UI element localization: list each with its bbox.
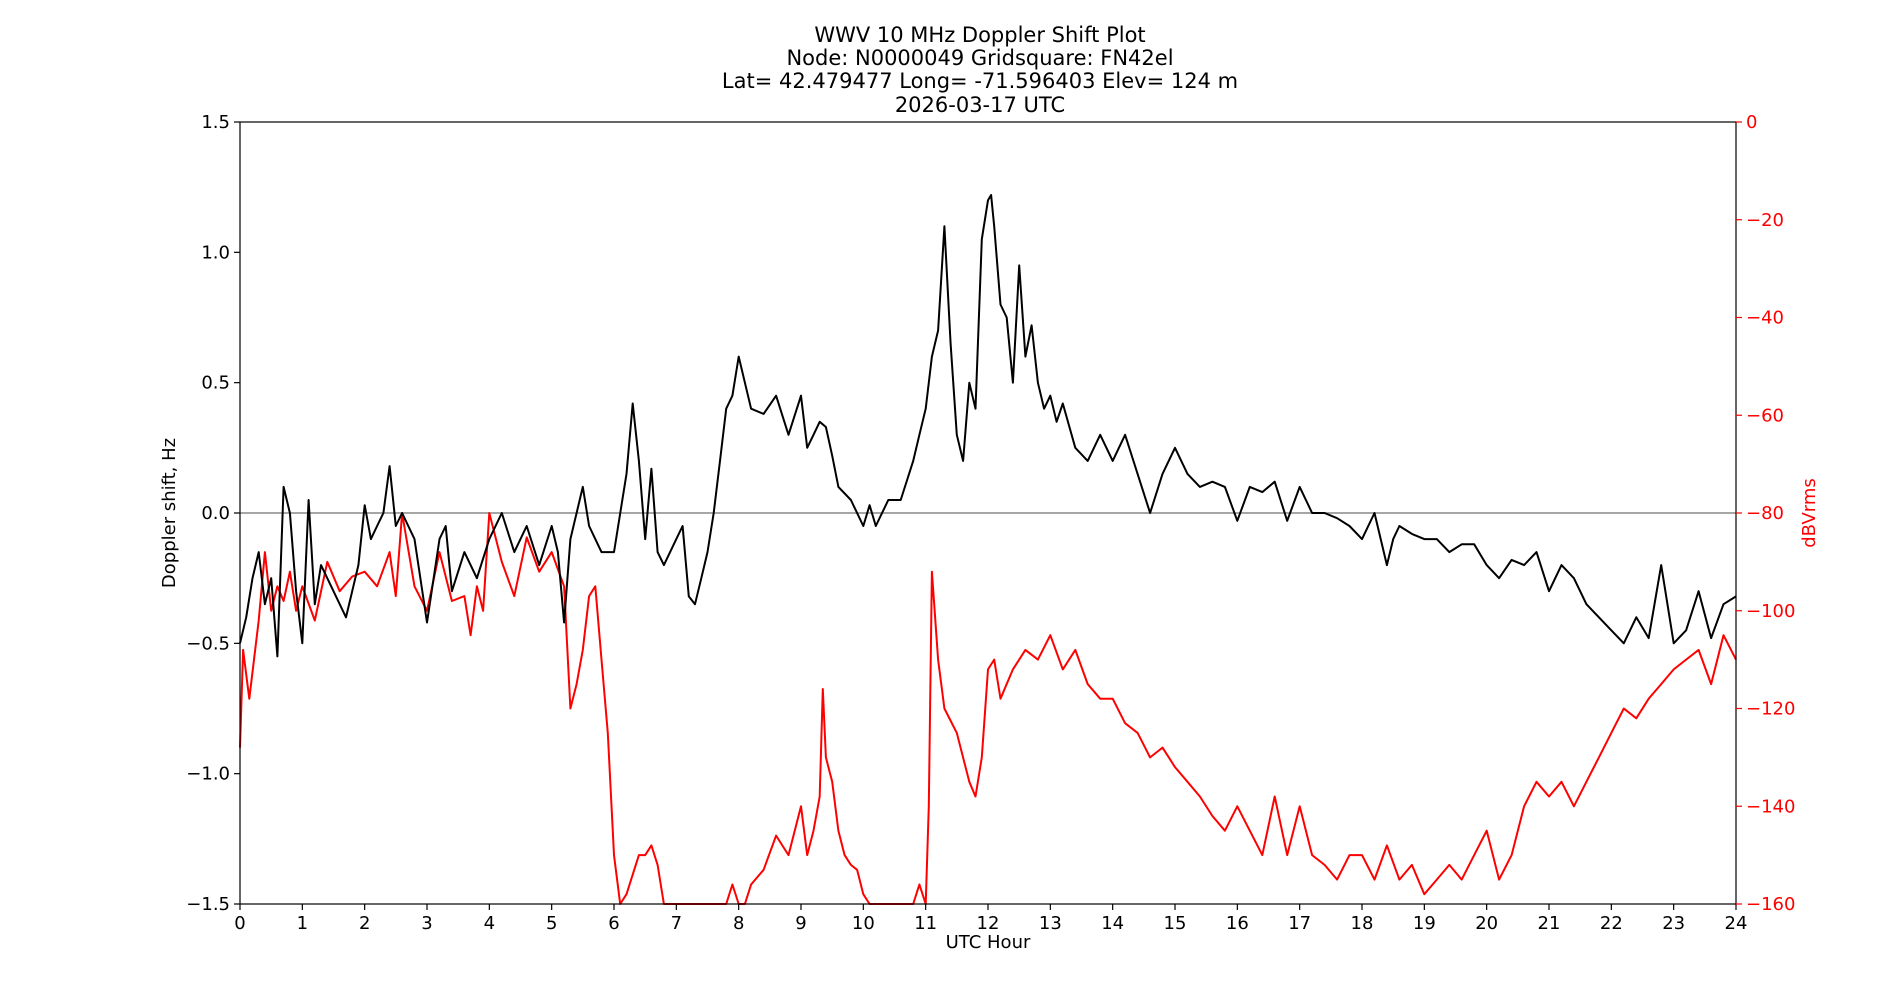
x-tick-label: 11 [914, 913, 937, 934]
x-tick-label: 4 [484, 913, 495, 934]
x-tick-label: 6 [608, 913, 619, 934]
y-tick-label: −1.5 [186, 894, 230, 915]
signal-power-series-line [239, 512, 1737, 905]
y-tick-label: −0.5 [186, 633, 230, 654]
y2-tick-label: −60 [1746, 405, 1784, 426]
y-tick-label: −1.0 [186, 764, 230, 785]
y-tick-label: 1.5 [201, 112, 230, 133]
x-tick-label: 7 [671, 913, 682, 934]
right-y-axis-ticks: −160 −140 −120 −100 −80 −60 −40 −20 0 [1736, 112, 1795, 915]
y2-tick-label: 0 [1746, 112, 1757, 133]
x-tick-label: 20 [1475, 913, 1498, 934]
title-line-3: Lat= 42.479477 Long= -71.596403 Elev= 12… [722, 69, 1238, 93]
x-tick-label: 3 [421, 913, 432, 934]
x-tick-label: 16 [1226, 913, 1249, 934]
x-tick-label: 0 [234, 913, 245, 934]
right-y-axis-label: dBVrms [1799, 478, 1820, 548]
chart-title: WWV 10 MHz Doppler Shift Plot Node: N000… [722, 23, 1238, 117]
left-y-axis-label: Doppler shift, Hz [159, 438, 180, 588]
y2-tick-label: −120 [1746, 699, 1795, 720]
x-tick-label: 8 [733, 913, 744, 934]
x-axis-ticks: 0 1 2 3 4 5 6 7 8 9 10 11 12 13 14 15 16 17 18 19 20 21 22 23 24 [234, 904, 1747, 934]
y-tick-label: 1.0 [201, 242, 230, 263]
x-tick-label: 23 [1662, 913, 1685, 934]
x-tick-label: 14 [1101, 913, 1124, 934]
y2-tick-label: −140 [1746, 796, 1795, 817]
y2-tick-label: −20 [1746, 210, 1784, 231]
title-line-2: Node: N0000049 Gridsquare: FN42el [786, 46, 1173, 70]
x-tick-label: 13 [1039, 913, 1062, 934]
x-tick-label: 18 [1351, 913, 1374, 934]
y2-tick-label: −100 [1746, 601, 1795, 622]
y2-tick-label: −40 [1746, 308, 1784, 329]
x-tick-label: 19 [1413, 913, 1436, 934]
x-tick-label: 10 [852, 913, 875, 934]
x-tick-label: 15 [1164, 913, 1187, 934]
y-tick-label: 0.0 [201, 503, 230, 524]
x-tick-label: 2 [359, 913, 370, 934]
title-line-4: 2026-03-17 UTC [895, 93, 1065, 117]
left-y-axis-ticks: −1.5 −1.0 −0.5 0.0 0.5 1.0 1.5 [186, 112, 240, 915]
x-axis-label: UTC Hour [946, 932, 1031, 953]
x-tick-label: 22 [1600, 913, 1623, 934]
x-tick-label: 5 [546, 913, 557, 934]
title-line-1: WWV 10 MHz Doppler Shift Plot [814, 23, 1145, 47]
x-tick-label: 12 [977, 913, 1000, 934]
x-tick-label: 21 [1538, 913, 1561, 934]
y2-tick-label: −160 [1746, 894, 1795, 915]
y-tick-label: 0.5 [201, 373, 230, 394]
x-tick-label: 17 [1288, 913, 1311, 934]
x-tick-label: 9 [795, 913, 806, 934]
y2-tick-label: −80 [1746, 503, 1784, 524]
x-tick-label: 24 [1725, 913, 1748, 934]
x-tick-label: 1 [297, 913, 308, 934]
doppler-shift-series-line [239, 194, 1737, 658]
